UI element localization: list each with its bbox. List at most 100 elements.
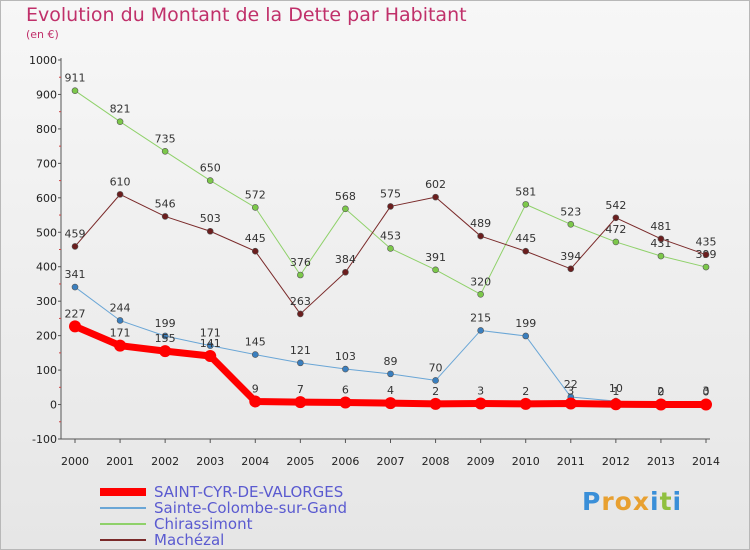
x-tick-label: 2002 [151, 455, 179, 468]
data-point [206, 342, 214, 349]
data-point [114, 339, 127, 352]
data-point [342, 205, 349, 213]
data-label: 171 [200, 327, 221, 340]
data-point [116, 118, 124, 125]
data-point [702, 251, 710, 258]
data-point [612, 238, 620, 246]
brand-letter: x [632, 487, 650, 516]
data-point [564, 397, 577, 410]
data-point [477, 232, 484, 240]
data-label: 376 [290, 256, 311, 269]
data-label: 121 [290, 344, 311, 357]
data-label: 384 [335, 253, 356, 266]
y-tick-label: 200 [36, 330, 57, 343]
brand-letter: r [601, 487, 615, 516]
data-point [339, 396, 352, 409]
x-tick-label: 2013 [647, 455, 675, 468]
data-label: 2 [522, 385, 529, 398]
data-label: 244 [110, 301, 131, 314]
series-line [74, 193, 707, 315]
legend-swatch [100, 539, 146, 541]
data-point [71, 283, 79, 291]
data-label: 572 [245, 188, 266, 201]
data-label: 546 [155, 197, 176, 210]
data-point [342, 365, 349, 373]
data-point [567, 221, 575, 228]
y-tick-label: 0 [50, 399, 57, 412]
legend-swatch [100, 523, 146, 525]
data-point [429, 397, 442, 410]
data-point [519, 397, 532, 410]
x-tick-label: 2007 [377, 455, 405, 468]
x-tick-label: 2010 [512, 455, 540, 468]
data-label: 568 [335, 190, 356, 203]
x-tick-label: 2000 [61, 455, 89, 468]
data-label: 171 [110, 327, 131, 340]
data-label: 263 [290, 295, 311, 308]
data-point [567, 265, 575, 273]
data-point [477, 327, 484, 334]
brand-letter: i [650, 487, 660, 516]
data-label: 453 [380, 229, 401, 242]
y-tick-label: 800 [36, 123, 57, 136]
legend-label: SAINT-CYR-DE-VALORGES [154, 483, 344, 501]
chart-unit: (en €) [26, 28, 59, 41]
brand-letter: o [614, 487, 633, 516]
data-point [384, 397, 397, 410]
data-point [654, 398, 667, 411]
data-point [657, 235, 665, 243]
legend-item: Machézal [100, 532, 347, 548]
data-point [161, 213, 169, 220]
data-point [161, 148, 169, 155]
data-label: 602 [425, 178, 446, 191]
data-point [249, 395, 262, 408]
legend-label: Machézal [154, 531, 225, 549]
data-point [159, 345, 172, 358]
data-label: 0 [657, 386, 664, 399]
data-point [387, 370, 394, 378]
x-tick-label: 2009 [467, 455, 495, 468]
data-label: 472 [605, 223, 626, 236]
data-label: 155 [155, 332, 176, 345]
data-point [700, 398, 712, 411]
data-point [477, 290, 484, 298]
data-point [702, 263, 710, 271]
chart-title: Evolution du Montant de la Dette par Hab… [26, 4, 467, 26]
data-label: 2 [432, 385, 439, 398]
data-point [206, 177, 214, 184]
data-label: 610 [110, 175, 131, 188]
data-label: 911 [65, 72, 86, 85]
data-point [342, 268, 349, 276]
data-label: 103 [335, 350, 356, 363]
data-label: 9 [252, 382, 259, 395]
data-point [69, 320, 81, 333]
data-point [297, 310, 304, 318]
data-label: 145 [245, 336, 266, 349]
y-tick-label: 900 [36, 88, 57, 101]
data-point [206, 227, 214, 235]
brand-logo: Proxiti [582, 487, 682, 516]
data-label: 735 [155, 132, 176, 145]
data-point [116, 191, 124, 198]
data-point [657, 252, 665, 260]
legend-swatch [100, 507, 146, 509]
brand-letter: P [582, 487, 602, 516]
data-label: 89 [384, 355, 398, 368]
y-tick-label: 100 [36, 364, 57, 377]
y-tick-label: 700 [36, 157, 57, 170]
data-label: 22 [564, 378, 578, 391]
data-label: 2 [657, 385, 664, 398]
data-label: 3 [703, 385, 710, 398]
data-label: 227 [65, 307, 86, 320]
data-label: 10 [609, 382, 623, 395]
legend-swatch [100, 488, 146, 496]
y-tick-label: 600 [36, 192, 57, 205]
data-label: 542 [605, 199, 626, 212]
data-label: 3 [567, 385, 574, 398]
y-tick-label: -100 [32, 433, 57, 446]
data-label: 523 [560, 205, 581, 218]
data-label: 575 [380, 187, 401, 200]
data-point [612, 214, 620, 222]
